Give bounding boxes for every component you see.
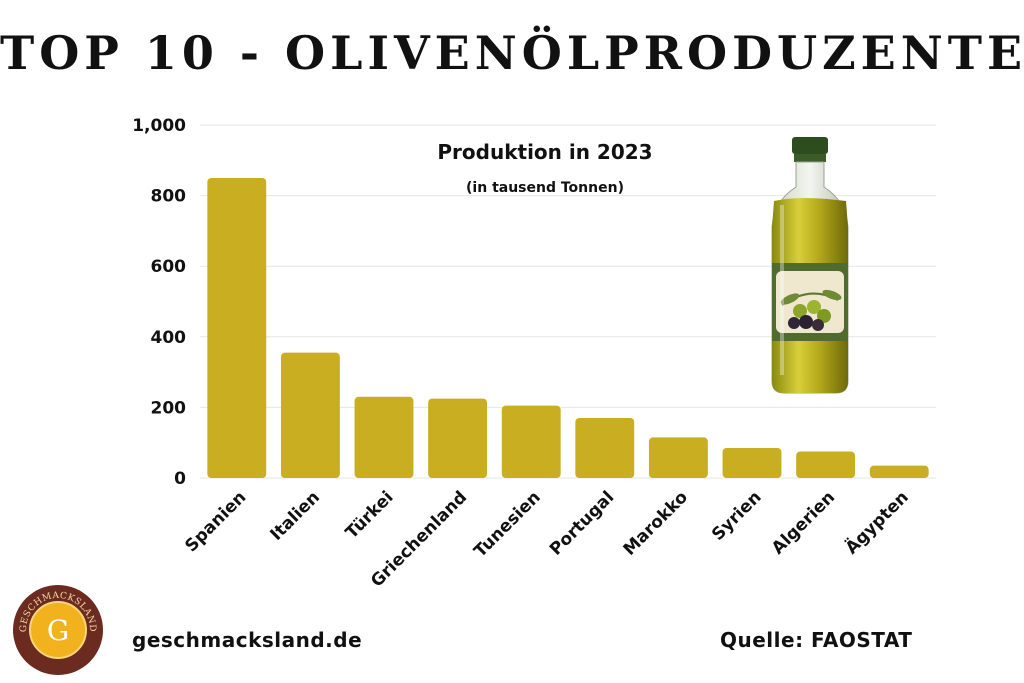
y-tick-label: 1,000 xyxy=(132,116,186,136)
bar-tunesien xyxy=(501,405,561,478)
x-tick-label: Türkei xyxy=(342,487,398,543)
bar-griechenland xyxy=(428,398,488,478)
bar-italien xyxy=(280,352,340,478)
x-tick-label: Tunesien xyxy=(470,487,544,561)
y-tick-label: 200 xyxy=(151,398,187,418)
olive-oil-bottle-icon xyxy=(771,137,849,394)
bars xyxy=(207,177,929,478)
page-title: TOP 10 - OLIVENÖLPRODUZENTEN xyxy=(0,26,1024,80)
x-tick-label: Portugal xyxy=(546,487,618,559)
x-tick-label: Marokko xyxy=(620,487,692,559)
logo-initial: G xyxy=(47,614,69,647)
bar-syrien xyxy=(722,447,782,478)
chart-subtitle: (in tausend Tonnen) xyxy=(466,180,624,196)
y-tick-label: 0 xyxy=(174,469,186,489)
geschmacksland-logo: GESCHMACKSLAND G xyxy=(13,585,103,675)
source-label: Quelle: FAOSTAT xyxy=(720,628,913,652)
y-axis-ticks: 0 200 400 600 800 1,000 xyxy=(132,116,186,489)
y-tick-label: 800 xyxy=(151,187,187,207)
x-tick-label: Italien xyxy=(267,487,324,544)
bar-portugal xyxy=(575,417,635,478)
bar-spanien xyxy=(207,177,267,478)
y-tick-label: 400 xyxy=(151,328,187,348)
x-tick-label: Ägypten xyxy=(840,486,912,558)
x-tick-label: Syrien xyxy=(708,487,765,544)
bar-türkei xyxy=(354,396,414,478)
x-tick-label: Spanien xyxy=(181,487,250,556)
website-link[interactable]: geschmacksland.de xyxy=(132,628,363,652)
bar-marokko xyxy=(648,437,708,478)
chart-title: Produktion in 2023 xyxy=(437,140,653,164)
x-tick-label: Algerien xyxy=(768,487,839,558)
y-tick-label: 600 xyxy=(151,257,187,277)
bar-algerien xyxy=(796,451,856,478)
bar-ägypten xyxy=(869,465,929,478)
